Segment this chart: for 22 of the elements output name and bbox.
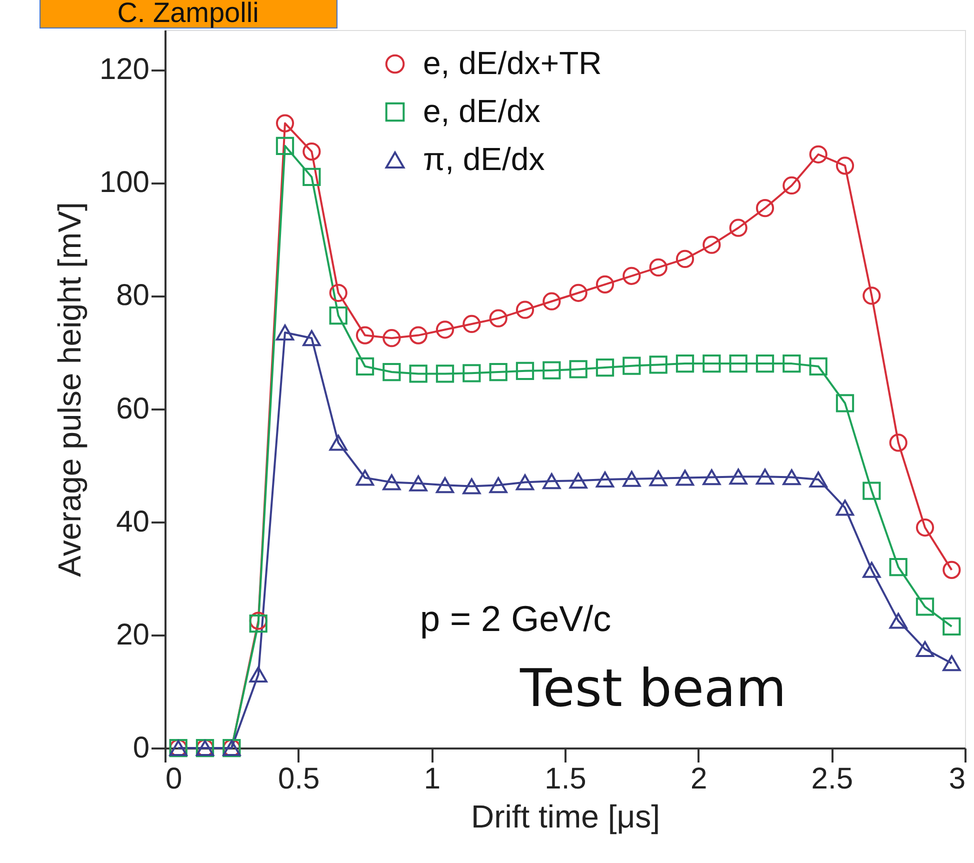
legend-label: π, dE/dx	[423, 141, 545, 177]
x-axis-title: Drift time [μs]	[470, 798, 660, 834]
y-tick-label: 80	[116, 279, 150, 312]
text: C. Zampolli	[117, 0, 259, 28]
annotation: p = 2 GeV/c	[420, 598, 612, 639]
y-tick-label: 0	[132, 732, 150, 764]
x-tick-label: 0	[166, 762, 182, 796]
y-tick-label: 20	[116, 618, 150, 652]
x-tick-label: 1.5	[544, 762, 586, 796]
legend-label: e, dE/dx+TR	[423, 45, 602, 81]
y-axis-title: Average pulse height [mV]	[51, 202, 88, 577]
y-tick-label: 40	[116, 505, 150, 538]
legend-label: e, dE/dx	[423, 93, 540, 129]
y-tick-label: 100	[99, 166, 150, 200]
x-tick-label: 1	[424, 762, 441, 796]
x-tick-label: 3	[948, 762, 966, 796]
x-tick-label: 2.5	[811, 762, 854, 796]
x-tick-label: 0.5	[278, 762, 320, 796]
y-tick-label: 120	[99, 53, 150, 86]
x-tick-label: 2	[690, 762, 708, 796]
annotation: Test beam	[519, 659, 786, 719]
y-tick-label: 60	[116, 392, 150, 426]
